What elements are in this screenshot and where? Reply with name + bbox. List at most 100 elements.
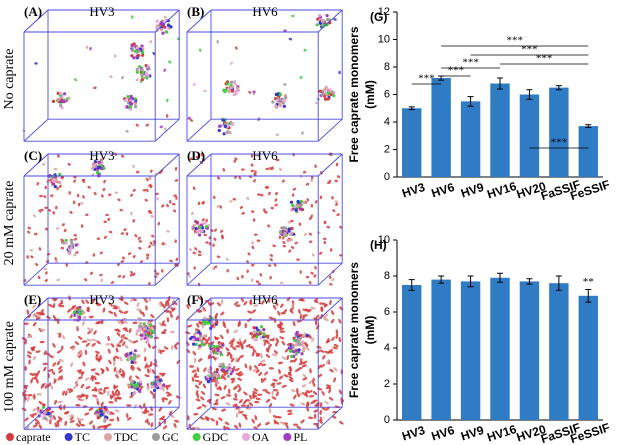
molecule bbox=[61, 334, 66, 340]
molecule bbox=[240, 404, 246, 407]
micelle-atom bbox=[262, 328, 266, 332]
molecule bbox=[116, 416, 120, 422]
molecule bbox=[23, 322, 29, 325]
box-edge bbox=[186, 153, 212, 177]
molecule bbox=[239, 340, 243, 347]
molecule bbox=[123, 301, 129, 305]
molecule bbox=[43, 350, 47, 356]
molecule bbox=[319, 195, 323, 200]
molecule bbox=[89, 46, 92, 51]
molecule bbox=[166, 384, 172, 388]
molecule bbox=[73, 175, 77, 179]
molecule bbox=[331, 415, 337, 419]
x-tick-label: HV6 bbox=[430, 423, 457, 444]
molecule bbox=[100, 401, 104, 407]
micelle-atom bbox=[93, 160, 97, 164]
molecule bbox=[230, 61, 233, 65]
molecule bbox=[197, 346, 202, 350]
micelle-atom bbox=[318, 13, 322, 17]
molecule bbox=[24, 417, 29, 422]
molecule bbox=[85, 213, 89, 217]
molecule bbox=[27, 393, 33, 397]
molecule bbox=[330, 318, 335, 324]
molecule bbox=[73, 237, 78, 241]
molecule bbox=[81, 394, 87, 397]
molecule bbox=[124, 344, 129, 349]
molecule bbox=[193, 229, 197, 234]
micelle-atom bbox=[218, 363, 222, 367]
micelle-atom bbox=[132, 392, 136, 396]
molecule bbox=[64, 420, 67, 426]
micelle-atom bbox=[95, 413, 99, 417]
micelle-atom bbox=[144, 71, 148, 75]
molecule bbox=[197, 201, 201, 206]
molecule bbox=[170, 414, 175, 418]
molecule bbox=[305, 346, 310, 352]
micelle-atom bbox=[289, 233, 293, 237]
micelle-atom bbox=[148, 323, 153, 327]
molecule bbox=[168, 400, 172, 405]
molecule bbox=[275, 158, 280, 162]
box-edge bbox=[154, 297, 180, 321]
molecule bbox=[264, 211, 268, 214]
molecule bbox=[147, 368, 150, 374]
micelle-atom bbox=[78, 315, 82, 319]
legend-label: caprate bbox=[16, 430, 51, 444]
molecule bbox=[309, 368, 312, 374]
molecule bbox=[68, 414, 75, 418]
molecule bbox=[81, 340, 88, 343]
molecule bbox=[324, 350, 330, 354]
molecule bbox=[260, 353, 263, 359]
molecule bbox=[201, 403, 207, 408]
molecule bbox=[107, 217, 110, 222]
molecule bbox=[150, 422, 154, 428]
molecule bbox=[320, 306, 323, 312]
molecule bbox=[326, 338, 330, 343]
molecule bbox=[172, 202, 176, 206]
molecule bbox=[82, 405, 88, 408]
molecule bbox=[251, 210, 255, 214]
molecule bbox=[71, 346, 76, 351]
molecule bbox=[272, 244, 276, 248]
panel-title: HV6 bbox=[252, 148, 278, 163]
molecule bbox=[87, 307, 90, 313]
micelle-atom bbox=[135, 70, 139, 74]
molecule bbox=[270, 206, 274, 210]
legend-label: GDC bbox=[203, 430, 228, 444]
micelle-atom bbox=[224, 367, 228, 371]
molecule bbox=[267, 297, 271, 303]
micelle-atom bbox=[326, 97, 330, 101]
molecule bbox=[193, 266, 196, 270]
micelle-atom bbox=[75, 313, 79, 317]
molecule bbox=[303, 48, 307, 52]
micelle-atom bbox=[200, 228, 204, 233]
molecule bbox=[197, 310, 203, 313]
micelle-atom bbox=[226, 82, 230, 86]
bar bbox=[431, 78, 451, 177]
molecule bbox=[272, 304, 277, 310]
molecule bbox=[187, 324, 193, 328]
molecule bbox=[308, 394, 315, 398]
molecule bbox=[27, 230, 31, 234]
molecule bbox=[253, 179, 256, 183]
molecule bbox=[82, 195, 85, 199]
molecule bbox=[96, 237, 101, 240]
molecule bbox=[248, 402, 254, 407]
molecule bbox=[294, 241, 298, 245]
molecule bbox=[331, 278, 335, 282]
molecule bbox=[33, 214, 37, 218]
molecule bbox=[303, 232, 307, 236]
molecule bbox=[249, 394, 253, 400]
legend-label: PL bbox=[293, 430, 307, 444]
molecule bbox=[27, 226, 31, 230]
micelle-atom bbox=[140, 333, 144, 337]
molecule bbox=[67, 162, 71, 166]
bar bbox=[460, 101, 481, 177]
legend-swatch bbox=[242, 433, 250, 441]
micelle-atom bbox=[153, 382, 157, 386]
molecule bbox=[33, 232, 38, 236]
molecule bbox=[225, 257, 229, 261]
molecule bbox=[239, 354, 244, 359]
molecule bbox=[23, 279, 27, 283]
molecule bbox=[274, 203, 278, 207]
